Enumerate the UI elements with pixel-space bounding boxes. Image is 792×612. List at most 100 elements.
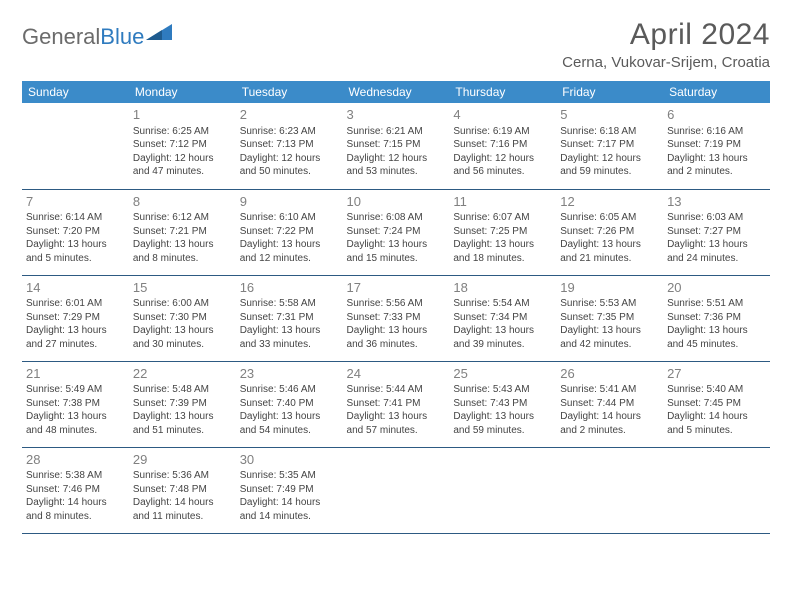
sunrise-line: Sunrise: 6:12 AM [133,211,232,225]
calendar-empty-cell [556,447,663,533]
sunrise-line: Sunrise: 5:44 AM [347,383,446,397]
calendar-week-row: 28Sunrise: 5:38 AMSunset: 7:46 PMDayligh… [22,447,770,533]
sunrise-line: Sunrise: 6:07 AM [453,211,552,225]
daylight-line: Daylight: 13 hours and 36 minutes. [347,324,446,351]
sunset-line: Sunset: 7:26 PM [560,225,659,239]
page-title: April 2024 [562,18,770,52]
sunset-line: Sunset: 7:43 PM [453,397,552,411]
calendar-day-cell: 18Sunrise: 5:54 AMSunset: 7:34 PMDayligh… [449,275,556,361]
calendar-week-row: 7Sunrise: 6:14 AMSunset: 7:20 PM Daylight… [22,189,770,275]
day-number: 2 [240,106,339,124]
calendar-week-row: 21Sunrise: 5:49 AMSunset: 7:38 PMDayligh… [22,361,770,447]
sunrise-line: Sunrise: 6:03 AM [667,211,766,225]
sunrise-line: Sunrise: 6:18 AM [560,125,659,139]
weekday-header: Tuesday [236,81,343,103]
daylight-line: Daylight: 14 hours and 2 minutes. [560,410,659,437]
daylight-line: Daylight: 13 hours and 2 minutes. [667,152,766,179]
day-number: 17 [347,279,446,297]
day-number: 9 [240,193,339,211]
calendar-day-cell: 19Sunrise: 5:53 AMSunset: 7:35 PMDayligh… [556,275,663,361]
weekday-header: Saturday [663,81,770,103]
daylight-line: Daylight: 13 hours and 15 minutes. [347,238,446,265]
brand-logo: GeneralBlue [22,24,172,50]
sunset-line: Sunset: 7:41 PM [347,397,446,411]
daylight-line: Daylight: 13 hours and 18 minutes. [453,238,552,265]
day-number: 21 [26,365,125,383]
weekday-header: Sunday [22,81,129,103]
logo-word1: General [22,24,100,49]
sunset-line: Sunset: 7:20 PM [26,225,125,239]
logo-text: GeneralBlue [22,24,144,50]
day-number: 27 [667,365,766,383]
sunset-line: Sunset: 7:39 PM [133,397,232,411]
day-number: 15 [133,279,232,297]
sunset-line: Sunset: 7:19 PM [667,138,766,152]
calendar-day-cell: 25Sunrise: 5:43 AMSunset: 7:43 PMDayligh… [449,361,556,447]
day-number: 22 [133,365,232,383]
sunset-line: Sunset: 7:31 PM [240,311,339,325]
daylight-line: Daylight: 14 hours and 11 minutes. [133,496,232,523]
day-number: 25 [453,365,552,383]
sunrise-line: Sunrise: 5:51 AM [667,297,766,311]
sunrise-line: Sunrise: 6:10 AM [240,211,339,225]
calendar-page: GeneralBlue April 2024 Cerna, Vukovar-Sr… [0,0,792,552]
daylight-line: Daylight: 12 hours and 50 minutes. [240,152,339,179]
sunset-line: Sunset: 7:29 PM [26,311,125,325]
sunset-line: Sunset: 7:35 PM [560,311,659,325]
sunrise-line: Sunrise: 5:48 AM [133,383,232,397]
sunset-line: Sunset: 7:30 PM [133,311,232,325]
calendar-week-row: 1Sunrise: 6:25 AMSunset: 7:12 PMDaylight… [22,103,770,189]
header: GeneralBlue April 2024 Cerna, Vukovar-Sr… [22,18,770,71]
calendar-day-cell: 5Sunrise: 6:18 AMSunset: 7:17 PMDaylight… [556,103,663,189]
calendar-day-cell: 2Sunrise: 6:23 AMSunset: 7:13 PMDaylight… [236,103,343,189]
daylight-line: Daylight: 13 hours and 33 minutes. [240,324,339,351]
sunrise-line: Sunrise: 6:19 AM [453,125,552,139]
sunrise-line: Sunrise: 6:14 AM [26,211,125,225]
day-number: 30 [240,451,339,469]
sunset-line: Sunset: 7:48 PM [133,483,232,497]
calendar-day-cell: 28Sunrise: 5:38 AMSunset: 7:46 PMDayligh… [22,447,129,533]
day-number: 19 [560,279,659,297]
calendar-day-cell: 15Sunrise: 6:00 AMSunset: 7:30 PMDayligh… [129,275,236,361]
sunset-line: Sunset: 7:27 PM [667,225,766,239]
sunrise-line: Sunrise: 6:01 AM [26,297,125,311]
day-number: 20 [667,279,766,297]
daylight-line: Daylight: 12 hours and 56 minutes. [453,152,552,179]
day-number: 7 [26,193,125,211]
sunset-line: Sunset: 7:36 PM [667,311,766,325]
sunrise-line: Sunrise: 6:05 AM [560,211,659,225]
calendar-day-cell: 3Sunrise: 6:21 AMSunset: 7:15 PMDaylight… [343,103,450,189]
day-number: 16 [240,279,339,297]
sunrise-line: Sunrise: 5:43 AM [453,383,552,397]
day-number: 3 [347,106,446,124]
daylight-line: Daylight: 13 hours and 8 minutes. [133,238,232,265]
sunrise-line: Sunrise: 5:38 AM [26,469,125,483]
logo-triangle-icon [146,22,172,47]
day-number: 29 [133,451,232,469]
calendar-day-cell: 17Sunrise: 5:56 AMSunset: 7:33 PMDayligh… [343,275,450,361]
calendar-day-cell: 12Sunrise: 6:05 AMSunset: 7:26 PMDayligh… [556,189,663,275]
sunset-line: Sunset: 7:38 PM [26,397,125,411]
calendar-day-cell: 6Sunrise: 6:16 AMSunset: 7:19 PMDaylight… [663,103,770,189]
day-number: 23 [240,365,339,383]
sunset-line: Sunset: 7:25 PM [453,225,552,239]
weekday-header: Thursday [449,81,556,103]
sunset-line: Sunset: 7:21 PM [133,225,232,239]
daylight-line: Daylight: 13 hours and 57 minutes. [347,410,446,437]
sunrise-line: Sunrise: 5:53 AM [560,297,659,311]
day-number: 18 [453,279,552,297]
calendar-day-cell: 7Sunrise: 6:14 AMSunset: 7:20 PMDaylight… [22,189,129,275]
calendar-day-cell: 11Sunrise: 6:07 AMSunset: 7:25 PMDayligh… [449,189,556,275]
sunset-line: Sunset: 7:49 PM [240,483,339,497]
day-number: 8 [133,193,232,211]
sunrise-line: Sunrise: 6:25 AM [133,125,232,139]
daylight-line: Daylight: 13 hours and 27 minutes. [26,324,125,351]
daylight-line: Daylight: 13 hours and 12 minutes. [240,238,339,265]
sunrise-line: Sunrise: 5:56 AM [347,297,446,311]
calendar-day-cell: 24Sunrise: 5:44 AMSunset: 7:41 PMDayligh… [343,361,450,447]
daylight-line: Daylight: 13 hours and 42 minutes. [560,324,659,351]
sunset-line: Sunset: 7:45 PM [667,397,766,411]
calendar-day-cell: 23Sunrise: 5:46 AMSunset: 7:40 PMDayligh… [236,361,343,447]
calendar-day-cell: 29Sunrise: 5:36 AMSunset: 7:48 PMDayligh… [129,447,236,533]
sunrise-line: Sunrise: 6:16 AM [667,125,766,139]
